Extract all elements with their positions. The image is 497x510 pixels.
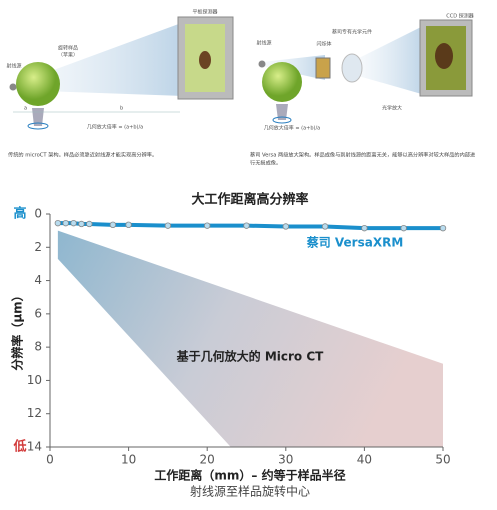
marker — [361, 224, 368, 232]
high-label: 高 — [13, 206, 26, 222]
right-diagram: CCD 探测器 射线源 闪烁体 蔡司专有光学元件 光学放大 几何放大倍率 = (… — [250, 13, 475, 167]
marker — [164, 222, 172, 229]
caption: 行无损成像。 — [250, 159, 281, 167]
label: 闪烁体 — [316, 41, 331, 48]
marker — [62, 219, 69, 227]
label: 平板探测器 — [192, 9, 217, 16]
apple — [16, 62, 60, 106]
chart-title: 大工作距离高分辨率 — [191, 192, 308, 208]
marker — [400, 224, 407, 232]
y-tick-label: 0 — [34, 207, 42, 221]
chart: 大工作距离高分辨率 高 低 分辨率（μm） 工作距离（mm）– 约等于样品半径 … — [10, 192, 451, 499]
stage — [276, 104, 288, 120]
label: b — [120, 106, 123, 112]
marker — [321, 223, 329, 230]
label: a — [24, 106, 27, 112]
source — [9, 83, 17, 91]
label: 射线源 — [256, 40, 271, 47]
marker — [109, 221, 117, 229]
x-tick-label: 20 — [200, 453, 215, 467]
x-tick-label: 30 — [278, 453, 293, 467]
marker — [78, 220, 85, 228]
y-tick-label: 14 — [27, 440, 42, 454]
label: 几何放大倍率 = (a+b)/a — [264, 125, 320, 132]
marker — [70, 219, 77, 227]
apple — [262, 62, 302, 102]
label: 射线源 — [6, 63, 21, 70]
marker — [439, 224, 447, 232]
x-tick-label: 50 — [435, 453, 450, 467]
x-tick-label: 40 — [357, 453, 372, 467]
marker — [54, 219, 62, 227]
series-label: 蔡司 VersaXRM — [306, 235, 404, 250]
x-tick-label: 0 — [46, 453, 54, 467]
x-axis-sublabel: 射线源至样品旋转中心 — [190, 484, 310, 499]
y-tick-label: 6 — [34, 306, 42, 320]
marker — [243, 222, 250, 229]
y-tick-label: 2 — [34, 240, 42, 254]
label: 旋转样品 — [58, 45, 78, 52]
beam — [355, 25, 425, 95]
y-tick-label: 12 — [27, 406, 42, 420]
source — [258, 60, 266, 68]
optics — [341, 53, 363, 83]
region — [57, 230, 444, 447]
label: 几何放大倍率 = (a+b)/a — [87, 124, 143, 131]
y-tick-label: 4 — [34, 273, 42, 287]
marker — [203, 222, 211, 229]
seed — [435, 43, 453, 69]
x-tick-label: 10 — [121, 453, 136, 467]
stage — [32, 108, 44, 126]
left-diagram: 平板探测器 射线源 旋转样品 （苹果） a b 几何放大倍率 = (a+b)/a… — [6, 9, 234, 159]
caption: 传统的 microCT 架构。样品必须靠近射线源才能实现高分辨率。 — [8, 151, 157, 159]
y-tick-label: 10 — [27, 373, 42, 387]
rotation — [272, 116, 292, 124]
region-label: 基于几何放大的 Micro CT — [176, 349, 324, 364]
x-axis-label: 工作距离（mm）– 约等于样品半径 — [154, 468, 345, 483]
low-label: 低 — [12, 439, 26, 455]
scintillator — [315, 57, 331, 79]
seed — [199, 51, 211, 69]
rotation — [27, 122, 49, 130]
label: 光学放大 — [382, 105, 402, 112]
marker — [125, 221, 132, 229]
label: （苹果） — [58, 52, 78, 59]
y-tick-label: 8 — [34, 340, 42, 354]
y-axis-label: 分辨率（μm） — [10, 289, 25, 370]
label: 蔡司专有光学元件 — [332, 29, 372, 36]
marker — [282, 223, 289, 230]
caption: 蔡司 Versa 两级放大架构。样品成像与到射线源的距离无关，能够以高分辨率对较… — [250, 151, 475, 159]
label: CCD 探测器 — [446, 13, 473, 20]
marker — [86, 220, 93, 228]
